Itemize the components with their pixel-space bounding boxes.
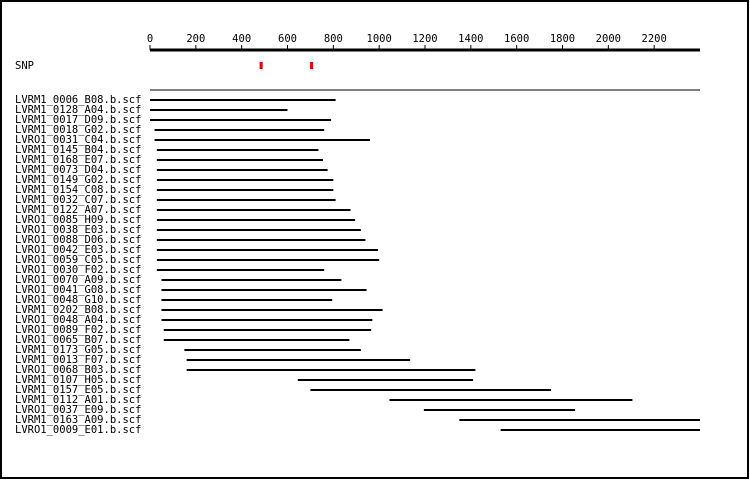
read-label: LVRO1_0065_B07.b.scf xyxy=(15,334,141,346)
snp-label: SNP xyxy=(15,60,34,72)
x-tick-label: 1400 xyxy=(458,33,483,45)
x-tick-label: 0 xyxy=(147,33,153,45)
read-label: LVRM1_0128_A04.b.scf xyxy=(15,104,141,116)
read-label: LVRO1_0037_E09.b.scf xyxy=(15,404,141,416)
x-tick-label: 2200 xyxy=(642,33,667,45)
read-label: LVRO1_0009_E01.b.scf xyxy=(15,424,141,436)
read-label: LVRM1_0032_C07.b.scf xyxy=(15,194,141,206)
read-label: LVRO1_0089_F02.b.scf xyxy=(15,324,141,336)
read-label: LVRO1_0059_C05.b.scf xyxy=(15,254,141,266)
read-label: LVRM1_0006_B08.b.scf xyxy=(15,94,141,106)
read-label: LVRO1_0031_C04.b.scf xyxy=(15,134,141,146)
x-tick-label: 400 xyxy=(232,33,251,45)
read-label: LVRM1_0173_G05.b.scf xyxy=(15,344,141,356)
x-tick-label: 1200 xyxy=(412,33,437,45)
snp-marker xyxy=(259,62,263,69)
x-tick-label: 1600 xyxy=(504,33,529,45)
read-label: LVRM1_0018_G02.b.scf xyxy=(15,124,141,136)
read-label: LVRO1_0070_A09.b.scf xyxy=(15,274,141,286)
read-label: LVRO1_0042_E03.b.scf xyxy=(15,244,141,256)
read-label: LVRM1_0073_D04.b.scf xyxy=(15,164,141,176)
read-label: LVRM1_0168_E07.b.scf xyxy=(15,154,141,166)
x-tick-label: 600 xyxy=(278,33,297,45)
read-label: LVRM1_0122_A07.b.scf xyxy=(15,204,141,216)
read-label: LVRM1_0157_E05.b.scf xyxy=(15,384,141,396)
read-label: LVRO1_0088_D06.b.scf xyxy=(15,234,141,246)
x-tick-label: 2000 xyxy=(596,33,621,45)
read-label: LVRM1_0107_H05.b.scf xyxy=(15,374,141,386)
read-label: LVRO1_0041_G08.b.scf xyxy=(15,284,141,296)
read-label: LVRM1_0017_D09.b.scf xyxy=(15,114,141,126)
read-label: LVRO1_0038_E03.b.scf xyxy=(15,224,141,236)
read-label: LVRM1_0149_G02.b.scf xyxy=(15,174,141,186)
read-label: LVRO1_0030_F02.b.scf xyxy=(15,264,141,276)
snp-marker xyxy=(310,62,314,69)
read-label: LVRM1_0145_B04.b.scf xyxy=(15,144,141,156)
read-label: LVRO1_0068_B03.b.scf xyxy=(15,364,141,376)
read-label: LVRM1_0154_C08.b.scf xyxy=(15,184,141,196)
read-label: LVRO1_0048_A04.b.scf xyxy=(15,314,141,326)
x-tick-label: 800 xyxy=(324,33,343,45)
read-label: LVRM1_0013_F07.b.scf xyxy=(15,354,141,366)
read-label: LVRM1_0202_B08.b.scf xyxy=(15,304,141,316)
read-label: LVRO1_0085_H09.b.scf xyxy=(15,214,141,226)
x-tick-label: 1800 xyxy=(550,33,575,45)
x-tick-label: 200 xyxy=(186,33,205,45)
read-label: LVRM1_0112_A01.b.scf xyxy=(15,394,141,406)
read-label: LVRM1_0163_A09.b.scf xyxy=(15,414,141,426)
x-tick-label: 1000 xyxy=(367,33,392,45)
read-label: LVRO1_0048_G10.b.scf xyxy=(15,294,141,306)
